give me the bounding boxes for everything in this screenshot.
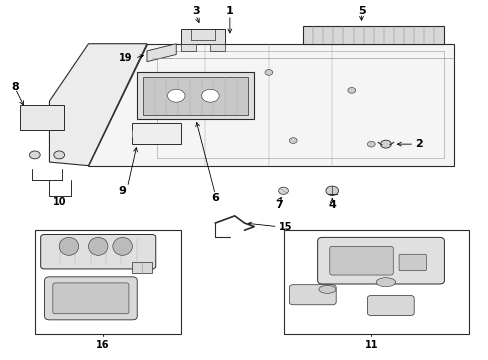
Polygon shape — [88, 44, 453, 166]
Text: 15: 15 — [278, 222, 291, 231]
FancyBboxPatch shape — [366, 296, 413, 316]
Ellipse shape — [88, 237, 108, 255]
Circle shape — [54, 151, 64, 159]
Circle shape — [347, 87, 355, 93]
FancyBboxPatch shape — [329, 246, 392, 275]
FancyBboxPatch shape — [398, 254, 426, 271]
Polygon shape — [181, 30, 224, 44]
Text: 17: 17 — [161, 287, 174, 296]
Polygon shape — [137, 72, 254, 119]
Circle shape — [29, 151, 40, 159]
Circle shape — [289, 138, 297, 143]
Ellipse shape — [59, 237, 79, 255]
Polygon shape — [20, 105, 64, 130]
Text: 2: 2 — [414, 139, 422, 149]
Text: 11: 11 — [364, 340, 377, 350]
Circle shape — [264, 69, 272, 75]
Text: 7: 7 — [274, 200, 282, 210]
Circle shape — [366, 141, 374, 147]
FancyBboxPatch shape — [44, 277, 137, 320]
Polygon shape — [210, 44, 224, 51]
Text: 14: 14 — [409, 290, 422, 299]
Text: 18: 18 — [47, 276, 59, 285]
FancyBboxPatch shape — [317, 237, 444, 284]
Text: 10: 10 — [52, 197, 66, 207]
Text: 6: 6 — [211, 193, 219, 203]
Text: 5: 5 — [357, 6, 365, 17]
Bar — [35, 230, 181, 334]
Polygon shape — [49, 44, 147, 166]
Polygon shape — [143, 77, 248, 115]
Circle shape — [380, 140, 390, 148]
Text: 9: 9 — [119, 186, 126, 196]
Polygon shape — [132, 262, 152, 273]
Polygon shape — [147, 44, 176, 62]
Circle shape — [167, 89, 184, 102]
Text: 3: 3 — [191, 6, 199, 17]
Text: 8: 8 — [11, 82, 19, 92]
Ellipse shape — [113, 237, 132, 255]
Bar — [283, 230, 468, 334]
Text: 14: 14 — [409, 269, 422, 278]
Polygon shape — [181, 44, 195, 51]
FancyBboxPatch shape — [41, 234, 156, 269]
Text: 16: 16 — [96, 340, 110, 350]
Circle shape — [201, 89, 219, 102]
Text: 1: 1 — [225, 6, 233, 17]
FancyBboxPatch shape — [53, 283, 129, 314]
Circle shape — [278, 187, 288, 194]
Text: 4: 4 — [327, 200, 336, 210]
Circle shape — [325, 186, 338, 195]
FancyBboxPatch shape — [289, 285, 335, 305]
Circle shape — [177, 77, 184, 82]
Ellipse shape — [375, 278, 395, 287]
Ellipse shape — [318, 285, 335, 293]
Text: 19: 19 — [119, 53, 132, 63]
Text: 12: 12 — [290, 297, 303, 306]
Polygon shape — [303, 26, 444, 44]
Polygon shape — [132, 123, 181, 144]
Text: 13: 13 — [429, 312, 441, 321]
